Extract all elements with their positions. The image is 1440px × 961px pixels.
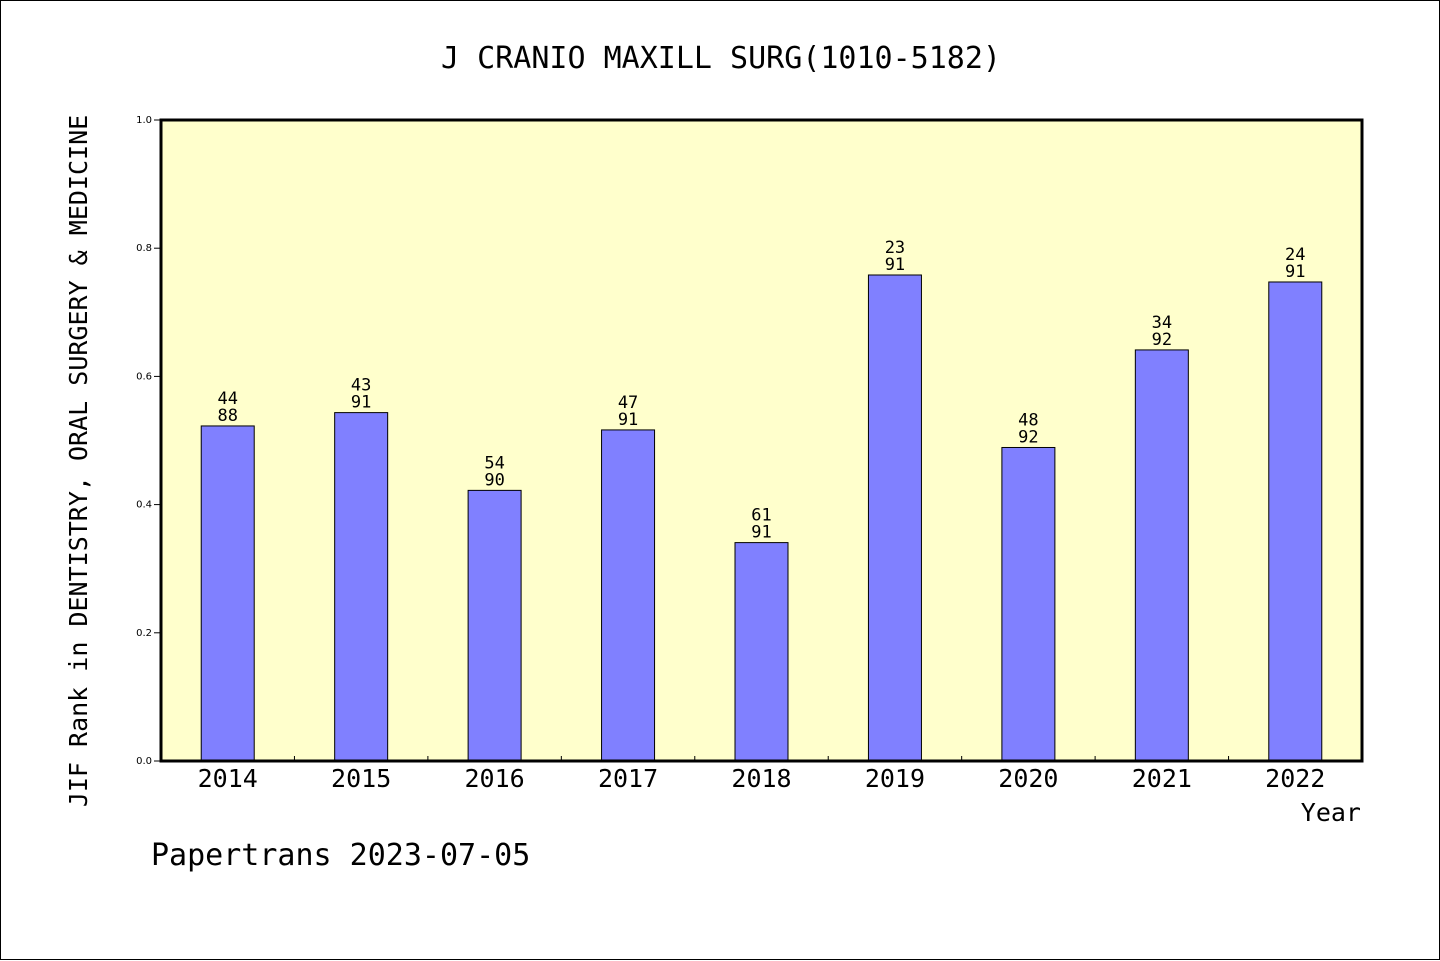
- bar-2021: [1134, 349, 1189, 762]
- x-tick-label: 2020: [998, 764, 1058, 793]
- x-tick-label: 2016: [465, 764, 525, 793]
- bar-2015: [334, 412, 389, 762]
- y-tick-label: 0.8: [136, 243, 152, 254]
- bar-total-label: 91: [1285, 262, 1305, 282]
- bar-rank-label: 54: [484, 453, 504, 473]
- y-tick-label: 0.0: [136, 756, 152, 767]
- bar-rank-label: 34: [1152, 313, 1172, 333]
- y-axis: 0.0 0.2 0.4 0.6 0.8 1.0: [136, 115, 161, 767]
- x-tick-label: 2021: [1132, 764, 1192, 793]
- bar-total-label: 92: [1018, 427, 1038, 447]
- x-tick-label: 2015: [331, 764, 391, 793]
- x-tick-label: 2019: [865, 764, 925, 793]
- bar-2018: [734, 542, 789, 762]
- bar-2016: [467, 489, 522, 762]
- x-tick-label: 2022: [1265, 764, 1325, 793]
- x-axis: 2014 2015 2016 2017 2018 2019 2020 2021 2022: [198, 756, 1325, 793]
- bar-total-label: 88: [217, 406, 237, 426]
- bar-total-label: 91: [885, 255, 905, 275]
- bar-rank-label: 47: [618, 393, 638, 413]
- bars-group: [200, 274, 1323, 762]
- bar-2022: [1268, 281, 1323, 762]
- bar-total-label: 92: [1152, 330, 1172, 350]
- x-tick-label: 2014: [198, 764, 258, 793]
- chart-title: J CRANIO MAXILL SURG(1010-5182): [441, 41, 1001, 76]
- bar-total-label: 91: [351, 393, 371, 413]
- bar-rank-label: 23: [885, 238, 905, 258]
- y-tick-label: 0.2: [136, 628, 152, 639]
- y-axis-label: JIF Rank in DENTISTRY, ORAL SURGERY & ME…: [64, 115, 93, 807]
- x-axis-label: Year: [1301, 798, 1361, 827]
- bar-rank-label: 48: [1018, 410, 1038, 430]
- bar-2020: [1001, 446, 1056, 762]
- y-tick-label: 0.4: [136, 500, 152, 511]
- bar-2014: [200, 425, 255, 762]
- footer-text: Papertrans 2023-07-05: [151, 838, 530, 873]
- bar-2019: [867, 274, 922, 762]
- x-tick-label: 2018: [731, 764, 791, 793]
- bar-total-label: 91: [618, 410, 638, 430]
- bar-rank-label: 61: [751, 506, 771, 526]
- plot-border: [159, 118, 1364, 763]
- y-tick-label: 0.6: [136, 371, 152, 382]
- bar-rank-label: 24: [1285, 245, 1305, 265]
- bar-2017: [601, 429, 656, 762]
- bar-rank-label: 43: [351, 376, 371, 396]
- y-tick-label: 1.0: [136, 115, 152, 126]
- bar-total-label: 90: [484, 470, 504, 490]
- bar-rank-label: 44: [217, 389, 237, 409]
- x-tick-label: 2017: [598, 764, 658, 793]
- bar-total-label: 91: [751, 523, 771, 543]
